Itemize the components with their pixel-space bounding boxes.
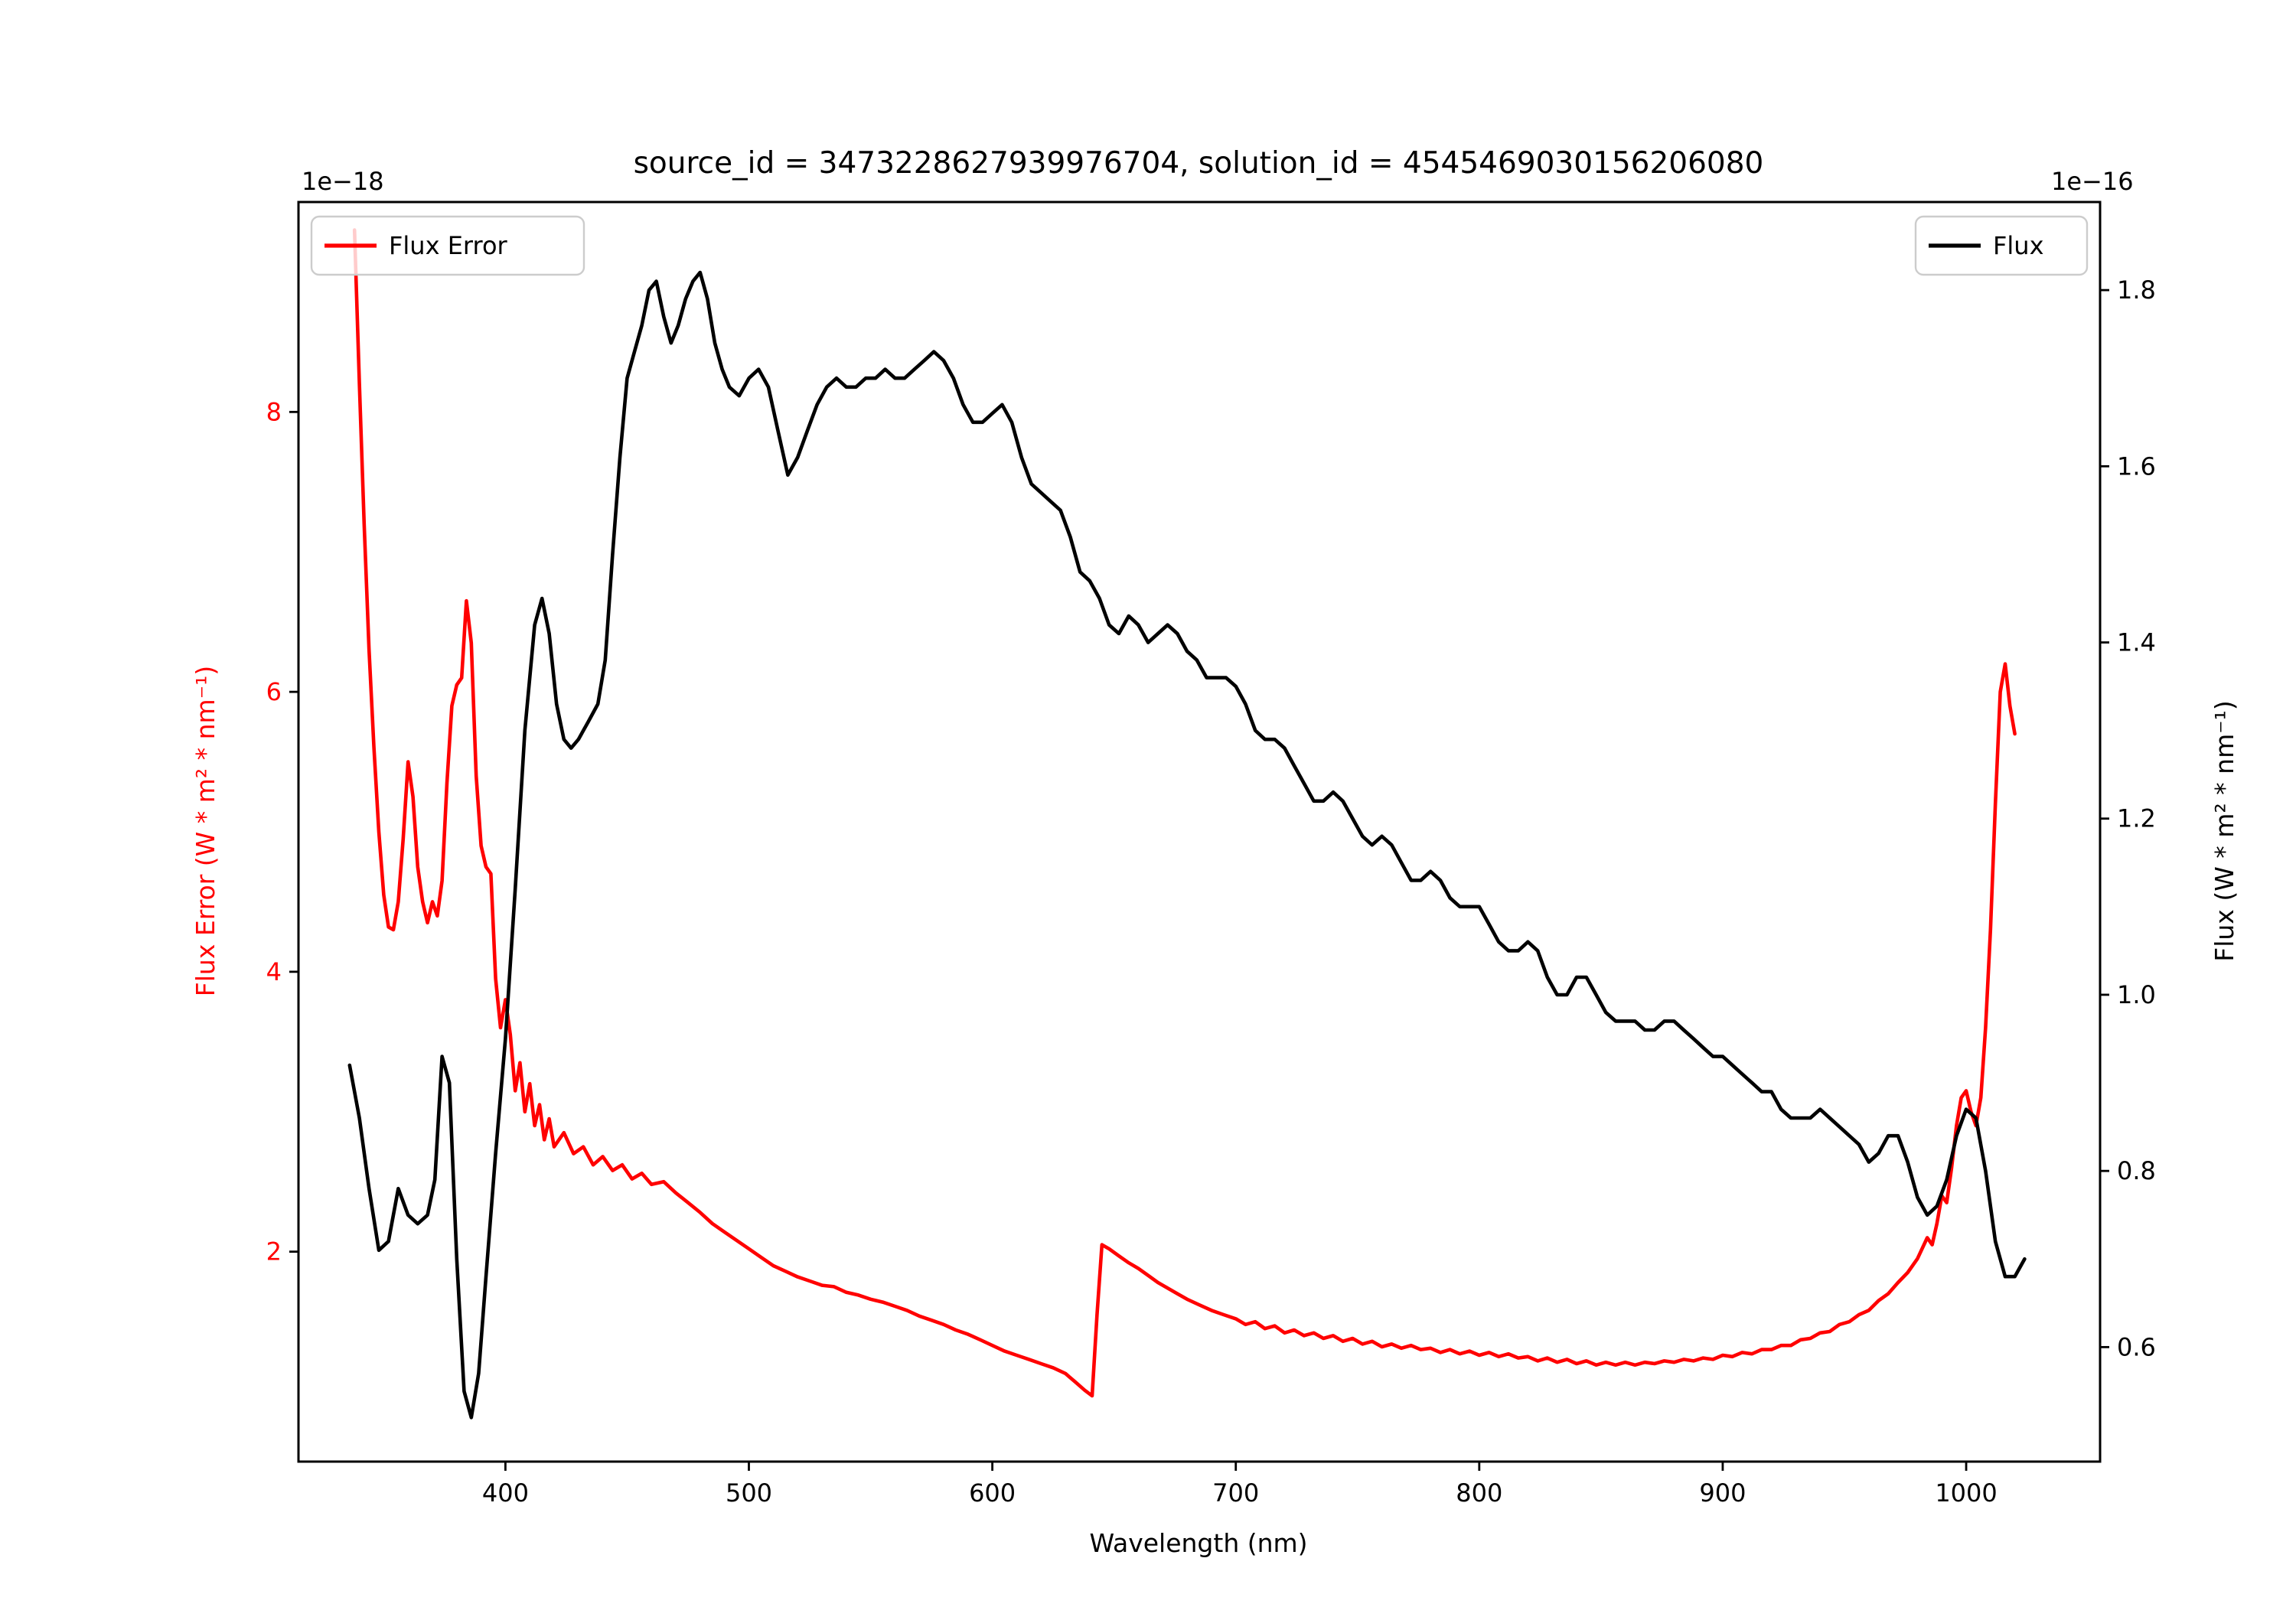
right-y-axis-label: Flux (W * m² * nm⁻¹) (2210, 700, 2239, 962)
left-y-tick-label: 4 (266, 957, 282, 986)
flux-error-line (352, 228, 2017, 1398)
right-axis-offset-text: 1e−16 (2051, 167, 2134, 196)
left-y-tick-label: 8 (266, 397, 282, 426)
x-tick-label: 800 (1456, 1478, 1502, 1508)
right-y-tick-label: 0.8 (2117, 1156, 2156, 1185)
right-y-tick-label: 1.6 (2117, 451, 2156, 481)
plot-area: 400 500 600 700 800 900 1000 2 4 6 8 0.6 0.8 1.0 1.2 1.… (266, 228, 2156, 1508)
right-y-tick-label: 0.6 (2117, 1332, 2156, 1361)
legend-flux-box (1914, 215, 2089, 276)
axes-border (297, 200, 2102, 1463)
x-tick-label: 900 (1699, 1478, 1746, 1508)
flux-line (347, 270, 2027, 1420)
left-y-axis-label: Flux Error (W * m² * nm⁻¹) (191, 666, 220, 996)
legend-flux-error: Flux Error (310, 215, 585, 276)
legend-flux: Flux (1914, 215, 2089, 276)
legend-flux-error-box (310, 215, 585, 276)
left-y-tick-label: 6 (266, 677, 282, 706)
x-axis-label: Wavelength (nm) (1089, 1528, 1307, 1558)
right-y-tick-label: 1.8 (2117, 275, 2156, 305)
x-tick-label: 600 (969, 1478, 1016, 1508)
right-y-tick-label: 1.2 (2117, 804, 2156, 833)
left-y-tick-label: 2 (266, 1237, 282, 1266)
legend-flux-error-label: Flux Error (389, 231, 508, 260)
x-tick-label: 1000 (1935, 1478, 1997, 1508)
right-y-tick-label: 1.0 (2117, 980, 2156, 1009)
x-tick-label: 400 (482, 1478, 529, 1508)
chart-title: source_id = 3473228627939976704, solutio… (634, 146, 1764, 181)
legend-flux-label: Flux (1993, 231, 2044, 260)
right-y-tick-label: 1.4 (2117, 628, 2156, 657)
x-tick-label: 700 (1212, 1478, 1259, 1508)
x-tick-label: 500 (726, 1478, 772, 1508)
left-axis-offset-text: 1e−18 (302, 167, 384, 196)
